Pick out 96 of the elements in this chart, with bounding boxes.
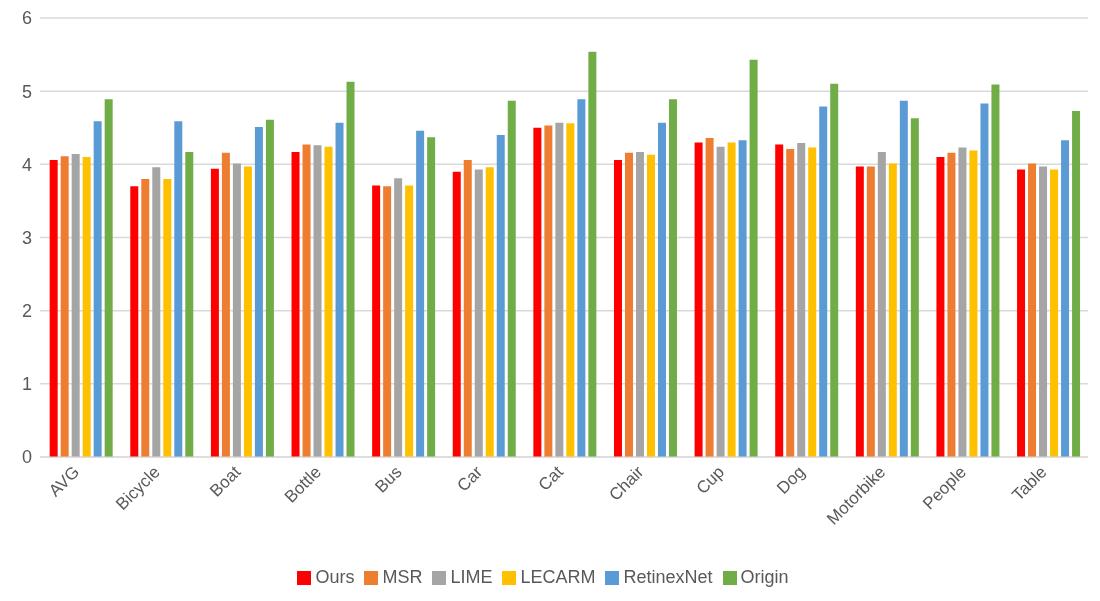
bar: [533, 127, 542, 457]
bar: [291, 151, 300, 457]
bar: [727, 142, 736, 457]
y-tick-label: 1: [21, 374, 32, 395]
bar: [668, 99, 677, 457]
bar: [130, 186, 139, 457]
y-tick-label: 0: [21, 447, 32, 468]
bar: [577, 99, 586, 457]
bar: [555, 122, 564, 457]
bar: [624, 152, 633, 457]
bar: [566, 123, 575, 457]
bar: [93, 121, 102, 457]
bar: [174, 121, 183, 457]
bar: [416, 130, 425, 457]
bar: [394, 178, 403, 457]
y-tick-label: 3: [21, 227, 32, 248]
x-tick-label: Car: [453, 462, 487, 496]
bar: [243, 166, 252, 457]
bar: [1072, 110, 1081, 457]
legend-label: RetinexNet: [623, 567, 713, 587]
bar: [313, 145, 322, 457]
bar: [738, 140, 747, 457]
legend-label: MSR: [382, 567, 423, 587]
bar: [265, 119, 274, 457]
bar: [775, 144, 784, 457]
y-tick-label: 6: [21, 8, 32, 29]
bar: [71, 154, 80, 457]
bar: [936, 157, 945, 457]
bar: [958, 147, 967, 457]
bar: [1017, 169, 1026, 457]
bar: [302, 144, 311, 457]
bar: [104, 99, 113, 457]
bar: [405, 185, 414, 457]
bar: [830, 83, 839, 457]
bar: [324, 146, 333, 457]
bar: [716, 146, 725, 457]
bar: [185, 151, 194, 457]
y-tick-label: 5: [21, 81, 32, 102]
bar: [221, 152, 230, 457]
bar: [1050, 169, 1059, 457]
bar: [60, 156, 69, 457]
bar: [383, 186, 392, 457]
bar: [496, 135, 505, 457]
bar: [1061, 140, 1070, 457]
bar: [888, 163, 897, 457]
bar: [899, 100, 908, 457]
bar: [991, 84, 1000, 457]
bar: [694, 142, 703, 457]
x-tick-label: Bus: [371, 462, 406, 497]
bar: [819, 106, 828, 457]
bar: [152, 167, 161, 457]
bar: [588, 51, 597, 457]
x-tick-label: Cat: [534, 462, 568, 495]
bar: [346, 81, 355, 457]
bar: [786, 148, 795, 457]
bar: [427, 137, 436, 457]
bar: [1028, 163, 1037, 457]
bar: [969, 150, 978, 457]
bar: [452, 171, 461, 457]
legend-label: LIME: [450, 567, 493, 587]
bar: [254, 127, 263, 457]
legend-label: Ours: [315, 567, 355, 587]
bar: [613, 159, 622, 457]
y-tick-label: 2: [21, 301, 32, 322]
bar: [485, 167, 494, 457]
y-tick-label: 4: [21, 154, 32, 175]
bar: [646, 154, 655, 457]
bar: [910, 118, 919, 457]
x-tick-label: Dog: [773, 462, 809, 498]
legend-label: LECARM: [520, 567, 596, 587]
bar: [507, 100, 516, 457]
bar: [797, 143, 806, 457]
bar: [335, 122, 344, 457]
bar: [749, 59, 758, 457]
bar: [877, 151, 886, 457]
bar: [372, 185, 381, 457]
bar: [82, 157, 91, 457]
bar: [49, 159, 58, 457]
bar: [163, 178, 172, 457]
x-tick-label: Cup: [692, 462, 729, 498]
bar: [980, 103, 989, 457]
legend-label: Origin: [740, 567, 789, 587]
bar: [210, 168, 219, 457]
bar: [705, 137, 714, 457]
bar: [808, 147, 817, 457]
bar: [657, 122, 666, 457]
bar: [866, 166, 875, 457]
bar: [855, 166, 864, 457]
bar: [141, 178, 150, 457]
bar: [1039, 166, 1048, 457]
bar: [544, 125, 553, 457]
bar: [463, 159, 472, 457]
bar: [947, 152, 956, 457]
bar: [635, 151, 644, 457]
bar: [474, 169, 483, 457]
bar: [232, 163, 241, 457]
